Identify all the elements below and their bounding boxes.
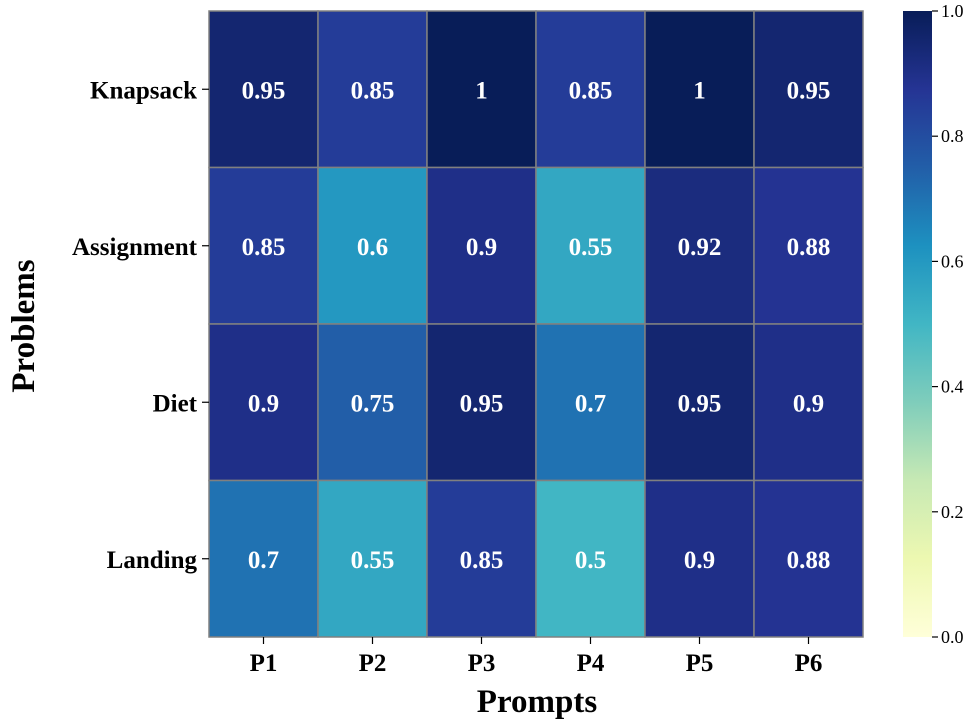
heatmap-cell	[317, 479, 428, 638]
colorbar-gradient	[903, 11, 932, 637]
heatmap-cells	[208, 10, 864, 638]
cell-value-label: 0.95	[460, 390, 504, 417]
x-tick-label: P5	[686, 650, 714, 677]
y-tick-label: Assignment	[72, 234, 198, 261]
x-tick-label: P6	[795, 650, 823, 677]
heatmap-cell	[208, 10, 319, 169]
cell-value-label: 0.85	[351, 77, 395, 104]
y-tick-labels: Knapsack Assignment Diet Landing	[72, 77, 209, 574]
x-tick-label: P3	[468, 650, 496, 677]
heatmap-cell	[753, 10, 864, 169]
heatmap-cell	[644, 323, 755, 482]
heatmap-cell	[317, 323, 428, 482]
heatmap-cell	[535, 166, 646, 325]
heatmap-cell	[753, 323, 864, 482]
cell-value-label: 0.9	[684, 547, 715, 574]
colorbar-tick-label: 0.0	[941, 627, 964, 647]
y-tick-label: Knapsack	[90, 77, 197, 104]
heatmap-cell	[753, 479, 864, 638]
heatmap-cell	[426, 10, 537, 169]
cell-value-label: 0.9	[793, 390, 824, 417]
heatmap-cell	[208, 479, 319, 638]
cell-value-label: 0.7	[248, 547, 279, 574]
heatmap-cell	[644, 10, 755, 169]
heatmap-cell	[317, 166, 428, 325]
cell-value-label: 0.9	[248, 390, 279, 417]
heatmap-cell	[317, 10, 428, 169]
cell-value-label: 0.85	[460, 547, 504, 574]
colorbar-tick-label: 0.2	[941, 502, 964, 522]
y-tick-label: Diet	[153, 390, 198, 417]
x-tick-labels: P1 P2 P3 P4 P5 P6	[250, 637, 823, 677]
colorbar-tick-label: 0.8	[941, 126, 964, 146]
colorbar-tick-label: 0.4	[941, 377, 964, 397]
heatmap-cell	[426, 479, 537, 638]
cell-value-label: 0.75	[351, 390, 395, 417]
cell-value-label: 0.88	[787, 547, 831, 574]
x-axis-title: Prompts	[477, 684, 598, 720]
cell-value-label: 1	[475, 77, 488, 104]
cell-value-label: 0.7	[575, 390, 606, 417]
heatmap-cell	[644, 479, 755, 638]
x-tick-label: P4	[577, 650, 605, 677]
y-axis-title: Problems	[6, 259, 42, 392]
cell-value-label: 0.95	[787, 77, 831, 104]
cell-value-label: 0.85	[242, 234, 286, 261]
cell-value-label: 0.88	[787, 234, 831, 261]
colorbar-tick-label: 0.6	[941, 251, 964, 271]
x-tick-label: P1	[250, 650, 278, 677]
colorbar: 0.0 0.2 0.4 0.6 0.8 1.0	[903, 1, 964, 647]
cell-value-label: 0.55	[569, 234, 613, 261]
heatmap-value-labels: 0.95 0.85 1 0.85 1 0.95 0.85 0.6 0.9 0.55 0.92 0.88…	[242, 77, 831, 574]
cell-value-label: 0.95	[242, 77, 286, 104]
colorbar-tick-label: 1.0	[941, 1, 964, 21]
heatmap-cell	[753, 166, 864, 325]
heatmap-cell	[535, 10, 646, 169]
y-tick-label: Landing	[107, 547, 198, 574]
cell-value-label: 0.9	[466, 234, 497, 261]
cell-value-label: 0.6	[357, 234, 388, 261]
heatmap-cell	[535, 479, 646, 638]
cell-value-label: 0.92	[678, 234, 722, 261]
cell-value-label: 0.5	[575, 547, 606, 574]
heatmap-cell	[208, 323, 319, 482]
x-tick-label: P2	[359, 650, 387, 677]
cell-value-label: 1	[693, 77, 706, 104]
cell-value-label: 0.95	[678, 390, 722, 417]
heatmap-cell	[535, 323, 646, 482]
cell-value-label: 0.55	[351, 547, 395, 574]
cell-value-label: 0.85	[569, 77, 613, 104]
